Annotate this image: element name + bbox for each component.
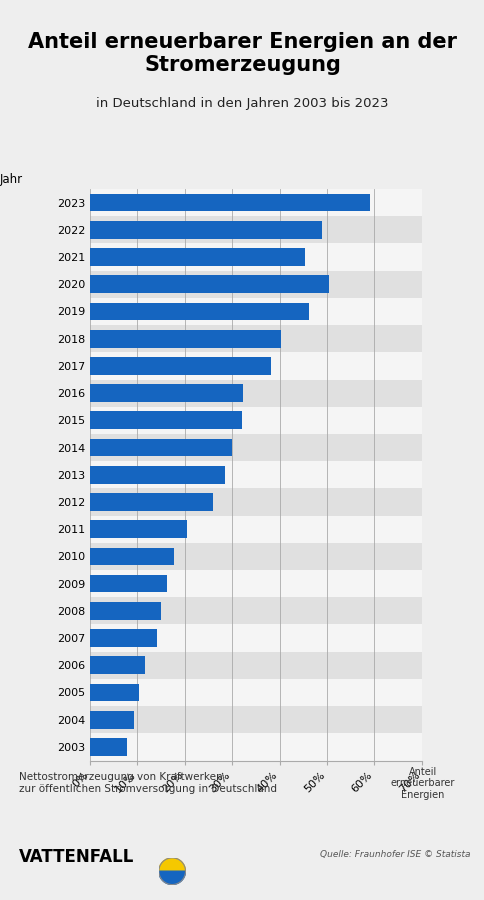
- Bar: [90, 652, 421, 679]
- Bar: [90, 248, 304, 266]
- Bar: [90, 629, 157, 647]
- Text: Nettostromerzeugung von Kraftwerken
zur öffentlichen Stromversorgung in Deutschl: Nettostromerzeugung von Kraftwerken zur …: [19, 772, 277, 794]
- Bar: [90, 493, 212, 511]
- Bar: [90, 734, 421, 760]
- Bar: [90, 570, 421, 598]
- Bar: [90, 438, 232, 456]
- Bar: [90, 598, 421, 625]
- Wedge shape: [158, 871, 185, 885]
- Bar: [90, 516, 421, 543]
- Bar: [90, 298, 421, 325]
- Bar: [90, 275, 329, 293]
- Bar: [90, 384, 242, 402]
- Wedge shape: [158, 858, 185, 871]
- Bar: [90, 189, 421, 216]
- Text: Jahr: Jahr: [0, 173, 23, 186]
- Bar: [90, 461, 421, 489]
- Bar: [90, 625, 421, 652]
- Text: in Deutschland in den Jahren 2003 bis 2023: in Deutschland in den Jahren 2003 bis 20…: [96, 97, 388, 110]
- Bar: [90, 679, 421, 706]
- Text: Anteil erneuerbarer Energien an der
Stromerzeugung: Anteil erneuerbarer Energien an der Stro…: [28, 32, 456, 75]
- Bar: [90, 489, 421, 516]
- Bar: [90, 216, 421, 243]
- Bar: [90, 711, 134, 728]
- Bar: [90, 706, 421, 733]
- Bar: [90, 411, 241, 429]
- Bar: [90, 329, 281, 347]
- Bar: [90, 194, 369, 212]
- Bar: [90, 547, 173, 565]
- Text: VATTENFALL: VATTENFALL: [19, 848, 135, 866]
- Bar: [90, 302, 309, 320]
- Bar: [90, 543, 421, 570]
- Bar: [90, 325, 421, 352]
- Bar: [90, 520, 186, 538]
- Bar: [90, 407, 421, 434]
- Bar: [90, 352, 421, 380]
- Text: Anteil
erneuerbarer
Energien: Anteil erneuerbarer Energien: [390, 767, 454, 800]
- Bar: [90, 221, 322, 239]
- Bar: [90, 602, 161, 620]
- Bar: [90, 738, 127, 756]
- Bar: [90, 684, 139, 701]
- Bar: [90, 466, 225, 483]
- Bar: [90, 271, 421, 298]
- Bar: [90, 357, 271, 374]
- Bar: [90, 380, 421, 407]
- Bar: [90, 243, 421, 271]
- Bar: [90, 656, 145, 674]
- Bar: [90, 575, 167, 592]
- Bar: [90, 434, 421, 461]
- Text: Quelle: Fraunhofer ISE © Statista: Quelle: Fraunhofer ISE © Statista: [319, 850, 469, 860]
